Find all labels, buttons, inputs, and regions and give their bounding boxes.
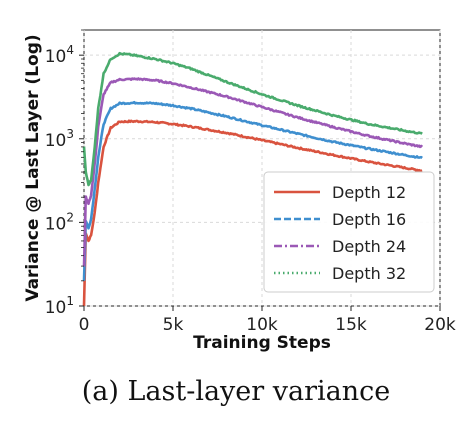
y-axis-ticks: 101 102 103 104 [45,29,84,318]
legend-entry: Depth 32 [332,264,406,283]
x-tick-label: 0 [79,315,90,335]
series-line-depth-12 [82,119,423,307]
x-tick-label: 15k [335,315,367,335]
x-tick-label: 5k [163,315,184,335]
figure-caption: (a) Last-layer variance [81,376,391,407]
series-line-depth-24 [82,77,424,267]
line-chart: 0 5k 10k 15k 20k 101 102 103 104 Training Steps… [23,29,456,353]
y-axis-label: Variance @ Last Layer (Log) [23,34,43,301]
y-tick-label: 104 [45,43,74,67]
x-axis-label: Training Steps [193,333,331,353]
legend: Depth 12 Depth 16 Depth 24 Depth 32 [263,171,435,293]
y-tick-label: 102 [45,210,74,234]
series-line-depth-16 [82,100,423,281]
y-tick-label: 103 [45,127,74,151]
x-tick-label: 20k [424,315,456,335]
legend-entry: Depth 16 [332,210,406,229]
legend-box [263,171,435,293]
legend-entry: Depth 24 [332,237,406,256]
x-tick-label: 10k [246,315,278,335]
series-layer [82,51,424,307]
y-tick-label: 101 [45,294,74,318]
legend-entry: Depth 12 [332,183,406,202]
x-axis-ticks: 0 5k 10k 15k 20k [79,306,456,335]
series-line-depth-32 [82,51,423,187]
